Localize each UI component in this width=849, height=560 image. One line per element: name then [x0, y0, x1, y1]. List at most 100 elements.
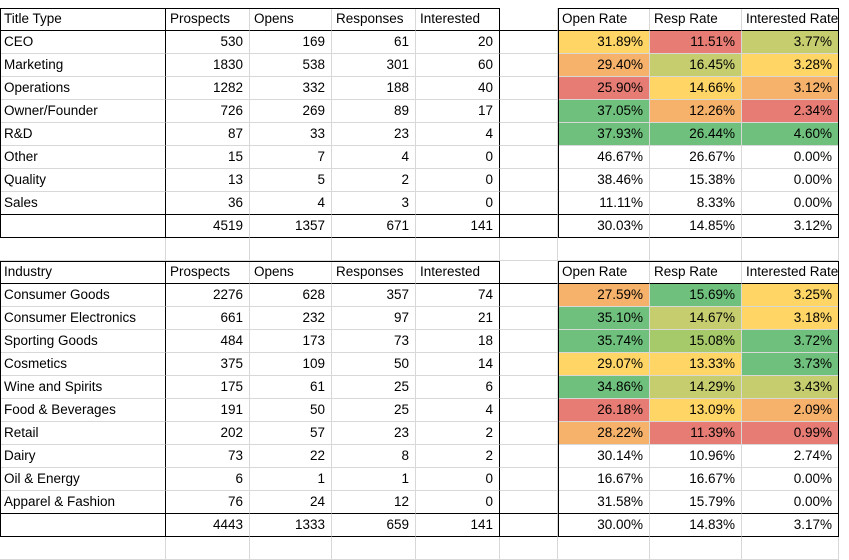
- title-table-cell-name[interactable]: R&D: [0, 123, 166, 146]
- title-table-cell-name[interactable]: Sales: [0, 192, 166, 215]
- title-table-cell-int-rate[interactable]: 0.00%: [742, 192, 839, 215]
- title-table-cell-opens[interactable]: 332: [250, 77, 332, 100]
- industry-table-cell-int-rate[interactable]: 3.25%: [742, 284, 839, 307]
- industry-table-cell-spacer[interactable]: [500, 307, 558, 330]
- industry-table-total-int-rate[interactable]: 3.17%: [742, 514, 839, 537]
- industry-table-cell-spacer[interactable]: [500, 468, 558, 491]
- industry-table-cell-open-rate[interactable]: 31.58%: [558, 491, 650, 514]
- title-table-responses-header[interactable]: Responses: [332, 8, 416, 31]
- title-table-cell-resp-rate[interactable]: 14.66%: [650, 77, 742, 100]
- industry-table-cell-responses[interactable]: 8: [332, 445, 416, 468]
- industry-table-total-prospects[interactable]: 4443: [166, 514, 250, 537]
- title-table-cell-responses[interactable]: 301: [332, 54, 416, 77]
- title-table-cell-int-rate[interactable]: 3.12%: [742, 77, 839, 100]
- industry-table-opens-header[interactable]: Opens: [250, 261, 332, 284]
- title-table-cell-name[interactable]: Quality: [0, 169, 166, 192]
- industry-table-cell-name[interactable]: Consumer Goods: [0, 284, 166, 307]
- title-table-cell-resp-rate[interactable]: 16.45%: [650, 54, 742, 77]
- industry-table-cell-responses[interactable]: 25: [332, 399, 416, 422]
- title-table-cell-prospects[interactable]: 87: [166, 123, 250, 146]
- title-table-cell-responses[interactable]: 2: [332, 169, 416, 192]
- industry-table-cell-int-rate[interactable]: 2.09%: [742, 399, 839, 422]
- title-table-name-header[interactable]: Title Type: [0, 8, 166, 31]
- industry-table-cell-resp-rate[interactable]: 13.33%: [650, 353, 742, 376]
- industry-table-cell-responses[interactable]: 357: [332, 284, 416, 307]
- industry-table-cell-opens[interactable]: 628: [250, 284, 332, 307]
- industry-table-cell-int-rate[interactable]: 3.43%: [742, 376, 839, 399]
- industry-table-cell-open-rate[interactable]: 35.74%: [558, 330, 650, 353]
- title-table-cell-interested[interactable]: 0: [416, 146, 500, 169]
- title-table-cell-spacer[interactable]: [500, 123, 558, 146]
- title-table-cell-open-rate[interactable]: 38.46%: [558, 169, 650, 192]
- industry-table-cell-name[interactable]: Wine and Spirits: [0, 376, 166, 399]
- industry-table-cell-responses[interactable]: 1: [332, 468, 416, 491]
- industry-table-cell-resp-rate[interactable]: 10.96%: [650, 445, 742, 468]
- industry-table-cell-open-rate[interactable]: 35.10%: [558, 307, 650, 330]
- title-table-cell-interested[interactable]: 4: [416, 123, 500, 146]
- title-table-cell-responses[interactable]: 4: [332, 146, 416, 169]
- industry-table-cell-int-rate[interactable]: 0.00%: [742, 468, 839, 491]
- industry-table-cell-opens[interactable]: 232: [250, 307, 332, 330]
- title-table-cell-spacer[interactable]: [500, 192, 558, 215]
- industry-table-cell-resp-rate[interactable]: 15.08%: [650, 330, 742, 353]
- industry-table-cell-open-rate[interactable]: 27.59%: [558, 284, 650, 307]
- title-table-cell-prospects[interactable]: 530: [166, 31, 250, 54]
- title-table-cell-opens[interactable]: 5: [250, 169, 332, 192]
- title-table-cell-int-rate[interactable]: 0.00%: [742, 146, 839, 169]
- industry-table-total-interested[interactable]: 141: [416, 514, 500, 537]
- title-table-cell-spacer[interactable]: [500, 146, 558, 169]
- industry-table-cell-opens[interactable]: 109: [250, 353, 332, 376]
- blank-bottom-cell[interactable]: [416, 537, 500, 560]
- title-table-cell-int-rate[interactable]: 2.34%: [742, 100, 839, 123]
- title-table-cell-name[interactable]: CEO: [0, 31, 166, 54]
- title-table-cell-interested[interactable]: 17: [416, 100, 500, 123]
- industry-table-cell-prospects[interactable]: 2276: [166, 284, 250, 307]
- blank-bottom-cell[interactable]: [250, 537, 332, 560]
- industry-table-cell-prospects[interactable]: 484: [166, 330, 250, 353]
- blank-separator-cell[interactable]: [332, 238, 416, 261]
- title-table-cell-prospects[interactable]: 1282: [166, 77, 250, 100]
- blank-separator-cell[interactable]: [0, 238, 166, 261]
- industry-table-cell-responses[interactable]: 23: [332, 422, 416, 445]
- title-table-cell-interested[interactable]: 0: [416, 169, 500, 192]
- industry-table-cell-opens[interactable]: 50: [250, 399, 332, 422]
- title-table-total-responses[interactable]: 671: [332, 215, 416, 238]
- title-table-cell-opens[interactable]: 538: [250, 54, 332, 77]
- industry-table-cell-prospects[interactable]: 661: [166, 307, 250, 330]
- title-table-open-rate-header[interactable]: Open Rate: [558, 8, 650, 31]
- title-table-cell-open-rate[interactable]: 46.67%: [558, 146, 650, 169]
- industry-table-prospects-header[interactable]: Prospects: [166, 261, 250, 284]
- industry-table-cell-spacer[interactable]: [500, 491, 558, 514]
- title-table-cell-prospects[interactable]: 1830: [166, 54, 250, 77]
- title-table-opens-header[interactable]: Opens: [250, 8, 332, 31]
- industry-table-cell-spacer[interactable]: [500, 422, 558, 445]
- industry-table-cell-spacer[interactable]: [500, 376, 558, 399]
- title-table-cell-open-rate[interactable]: 31.89%: [558, 31, 650, 54]
- industry-table-cell-name[interactable]: Oil & Energy: [0, 468, 166, 491]
- industry-table-cell-prospects[interactable]: 202: [166, 422, 250, 445]
- industry-table-cell-interested[interactable]: 6: [416, 376, 500, 399]
- industry-table-cell-int-rate[interactable]: 3.72%: [742, 330, 839, 353]
- industry-table-cell-responses[interactable]: 50: [332, 353, 416, 376]
- industry-table-cell-resp-rate[interactable]: 15.69%: [650, 284, 742, 307]
- blank-separator-cell[interactable]: [500, 238, 558, 261]
- title-table-cell-name[interactable]: Other: [0, 146, 166, 169]
- blank-bottom-cell[interactable]: [500, 537, 558, 560]
- industry-table-cell-spacer[interactable]: [500, 353, 558, 376]
- title-table-cell-int-rate[interactable]: 3.28%: [742, 54, 839, 77]
- title-table-spacer-header[interactable]: [500, 8, 558, 31]
- industry-table-cell-name[interactable]: Retail: [0, 422, 166, 445]
- blank-bottom-cell[interactable]: [166, 537, 250, 560]
- title-table-cell-responses[interactable]: 61: [332, 31, 416, 54]
- title-table-resp-rate-header[interactable]: Resp Rate: [650, 8, 742, 31]
- industry-table-cell-open-rate[interactable]: 26.18%: [558, 399, 650, 422]
- title-table-cell-resp-rate[interactable]: 12.26%: [650, 100, 742, 123]
- title-table-cell-prospects[interactable]: 726: [166, 100, 250, 123]
- title-table-cell-interested[interactable]: 0: [416, 192, 500, 215]
- title-table-cell-prospects[interactable]: 13: [166, 169, 250, 192]
- industry-table-cell-prospects[interactable]: 76: [166, 491, 250, 514]
- title-table-total-empty[interactable]: [0, 215, 166, 238]
- title-table-total-open-rate[interactable]: 30.03%: [558, 215, 650, 238]
- title-table-cell-opens[interactable]: 7: [250, 146, 332, 169]
- industry-table-spacer-header[interactable]: [500, 261, 558, 284]
